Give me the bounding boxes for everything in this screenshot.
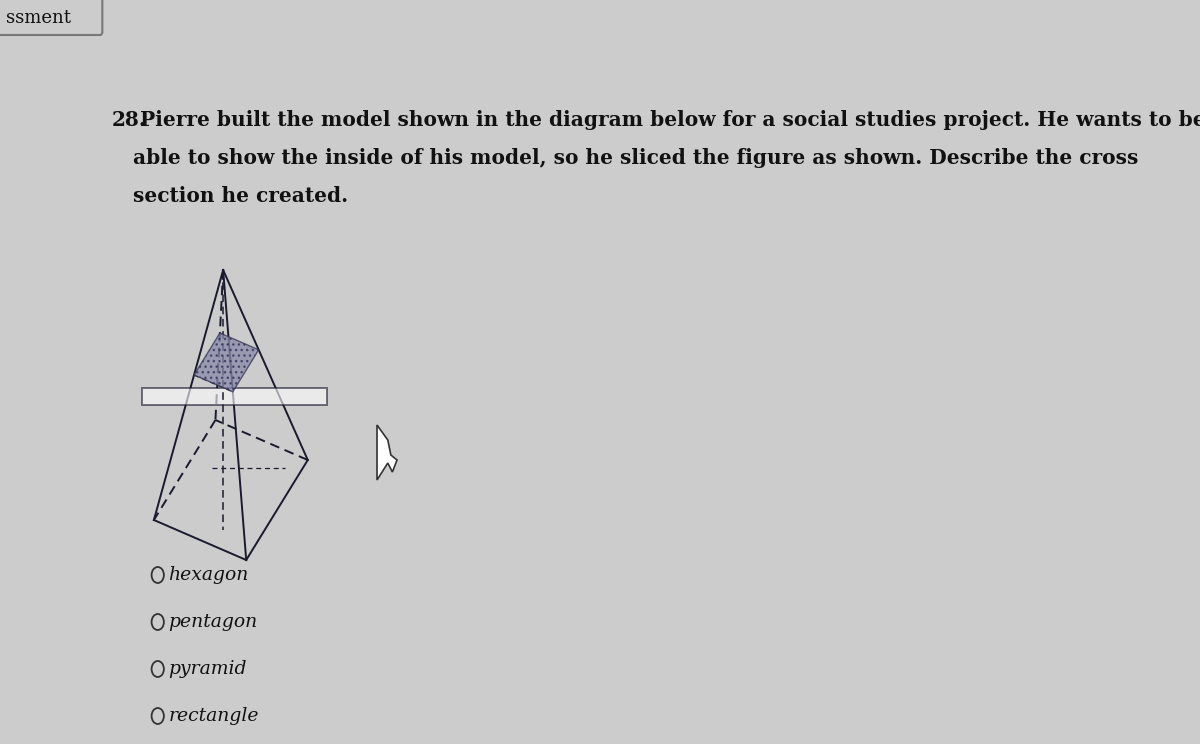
Text: able to show the inside of his model, so he sliced the figure as shown. Describe: able to show the inside of his model, so… [133,148,1139,168]
Text: hexagon: hexagon [168,566,248,584]
FancyBboxPatch shape [0,0,102,35]
Polygon shape [377,425,397,480]
Text: ssment: ssment [6,9,71,27]
Text: 28.: 28. [112,110,146,130]
Text: section he created.: section he created. [133,186,348,206]
Circle shape [151,567,164,583]
Circle shape [151,661,164,677]
Circle shape [151,708,164,724]
Polygon shape [143,388,328,405]
Text: Pierre built the model shown in the diagram below for a social studies project. : Pierre built the model shown in the diag… [133,110,1200,130]
Text: pyramid: pyramid [168,660,247,678]
Text: pentagon: pentagon [168,613,258,631]
Text: rectangle: rectangle [168,707,259,725]
Circle shape [151,614,164,630]
Polygon shape [194,333,259,392]
